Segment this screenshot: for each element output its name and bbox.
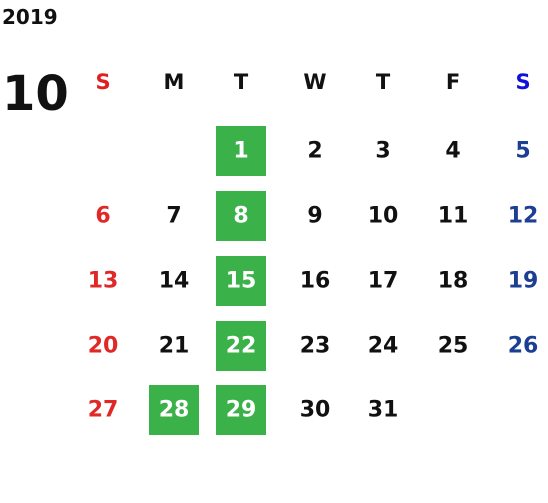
day: 8 [233,204,248,229]
day: 23 [300,334,331,359]
highlight-box [216,256,266,306]
day: 25 [438,334,469,359]
weekday-header: T [234,70,249,94]
day: 28 [159,398,190,423]
day: 14 [159,269,190,294]
day: 31 [368,398,399,423]
day: 12 [508,204,539,229]
day: 30 [300,398,331,423]
day: 6 [95,204,110,229]
day: 18 [438,269,469,294]
highlight-box [216,385,266,435]
day: 16 [300,269,331,294]
day: 11 [438,204,469,229]
highlight-box [216,321,266,371]
day: 24 [368,334,399,359]
day: 15 [226,269,257,294]
weekday-header: T [376,70,391,94]
day: 27 [88,398,119,423]
year: 2019 [2,5,58,29]
day: 7 [166,204,181,229]
day: 4 [445,139,460,164]
weekday-header: M [164,70,185,94]
day: 5 [515,139,530,164]
highlight-box [216,126,266,176]
day: 13 [88,269,119,294]
month: 10 [2,66,69,122]
day: 17 [368,269,399,294]
weekday-header: S [95,70,110,94]
weekday-header: F [446,70,460,94]
day: 10 [368,204,399,229]
day: 1 [233,139,248,164]
day: 9 [307,204,322,229]
day: 21 [159,334,190,359]
day: 26 [508,334,539,359]
day: 22 [226,334,257,359]
day: 19 [508,269,539,294]
day: 3 [375,139,390,164]
day: 29 [226,398,257,423]
day: 20 [88,334,119,359]
day: 2 [307,139,322,164]
highlight-box [216,191,266,241]
weekday-header: W [303,70,326,94]
highlight-box [149,385,199,435]
weekday-header: S [515,70,530,94]
